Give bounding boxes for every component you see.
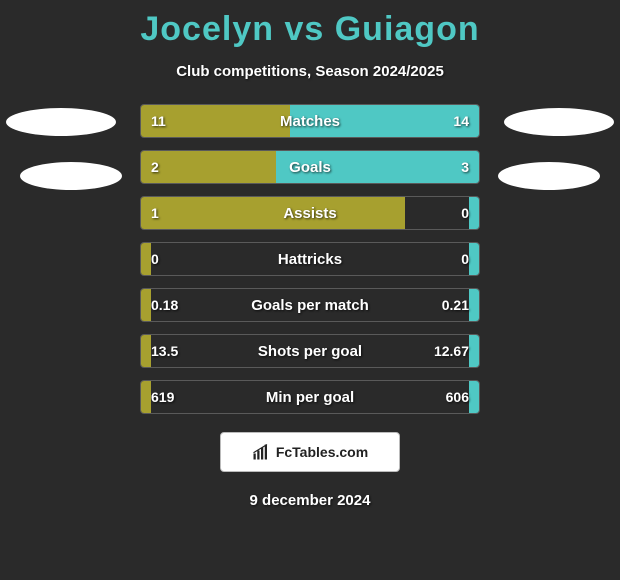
stat-row: Shots per goal13.5 12.67 [140,334,480,368]
stat-row: Goals23 [140,150,480,184]
player1-avatar-placeholder [6,108,116,136]
stat-row: Assists10 [140,196,480,230]
right-value: 0 [461,197,469,229]
right-bar [469,243,479,275]
player2-team-placeholder [498,162,600,190]
left-bar [141,197,405,229]
left-bar [141,151,276,183]
left-bar [141,335,151,367]
stat-row: Hattricks0 0 [140,242,480,276]
player1-team-placeholder [20,162,122,190]
left-bar [141,289,151,321]
left-bar [141,105,290,137]
right-value: 0.21 [442,289,469,321]
page-title: Jocelyn vs Guiagon [0,0,620,49]
subtitle: Club competitions, Season 2024/2025 [0,63,620,80]
right-bar [469,335,479,367]
right-bar [469,197,479,229]
stat-row: Min per goal619 606 [140,380,480,414]
right-bar [469,289,479,321]
comparison-chart: Matches1114Goals23Assists10Hattricks00Go… [0,104,620,414]
stat-row: Goals per match0.18 0.21 [140,288,480,322]
player2-avatar-placeholder [504,108,614,136]
player1-name: Jocelyn [140,10,274,48]
date-label: 9 december 2024 [0,492,620,509]
stat-label: Hattricks [141,243,479,275]
player2-name: Guiagon [335,10,480,48]
stat-rows: Matches1114Goals23Assists10Hattricks00Go… [140,104,480,414]
left-value: 0 [151,243,159,275]
right-value: 12.67 [434,335,469,367]
left-value: 0.18 [151,289,178,321]
badge-text: FcTables.com [276,444,368,460]
right-bar [276,151,479,183]
right-bar [290,105,479,137]
stat-label: Min per goal [141,381,479,413]
right-value: 0 [461,243,469,275]
right-bar [469,381,479,413]
stat-label: Shots per goal [141,335,479,367]
left-bar [141,381,151,413]
left-value: 619 [151,381,174,413]
chart-icon [252,443,270,461]
left-bar [141,243,151,275]
source-badge: FcTables.com [220,432,400,472]
stat-label: Goals per match [141,289,479,321]
stat-row: Matches1114 [140,104,480,138]
left-value: 13.5 [151,335,178,367]
right-value: 606 [446,381,469,413]
vs-separator: vs [284,10,324,48]
